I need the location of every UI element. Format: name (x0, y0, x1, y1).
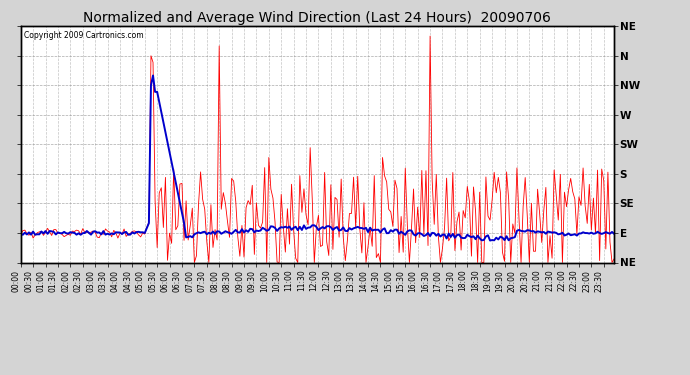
Text: 10:00: 10:00 (260, 270, 269, 292)
Text: 22:30: 22:30 (570, 270, 579, 291)
Text: 22:00: 22:00 (558, 270, 566, 291)
Text: 18:30: 18:30 (471, 270, 480, 291)
Text: 15:00: 15:00 (384, 270, 393, 292)
Text: 04:30: 04:30 (124, 270, 132, 292)
Text: 14:30: 14:30 (371, 270, 380, 292)
Text: 19:00: 19:00 (483, 270, 492, 292)
Text: 21:00: 21:00 (533, 270, 542, 291)
Text: 03:00: 03:00 (86, 270, 95, 292)
Text: 20:30: 20:30 (520, 270, 529, 292)
Text: 17:00: 17:00 (433, 270, 442, 292)
Text: Normalized and Average Wind Direction (Last 24 Hours)  20090706: Normalized and Average Wind Direction (L… (83, 11, 551, 25)
Text: 00:00: 00:00 (12, 270, 21, 292)
Text: 13:00: 13:00 (334, 270, 343, 292)
Text: 07:30: 07:30 (198, 270, 207, 292)
Text: 11:00: 11:00 (284, 270, 294, 291)
Text: 17:30: 17:30 (446, 270, 455, 292)
Text: 20:00: 20:00 (508, 270, 517, 292)
Text: 16:30: 16:30 (421, 270, 430, 292)
Text: 08:00: 08:00 (210, 270, 219, 292)
Text: 06:30: 06:30 (173, 270, 182, 292)
Text: 04:00: 04:00 (111, 270, 120, 292)
Text: 11:30: 11:30 (297, 270, 306, 291)
Text: 13:30: 13:30 (346, 270, 355, 292)
Text: 02:30: 02:30 (74, 270, 83, 292)
Text: 15:30: 15:30 (396, 270, 405, 292)
Text: 12:00: 12:00 (309, 270, 318, 291)
Text: Copyright 2009 Cartronics.com: Copyright 2009 Cartronics.com (23, 31, 144, 40)
Text: 05:30: 05:30 (148, 270, 157, 292)
Text: 23:30: 23:30 (595, 270, 604, 292)
Text: 03:30: 03:30 (99, 270, 108, 292)
Text: 01:00: 01:00 (37, 270, 46, 292)
Text: 06:00: 06:00 (161, 270, 170, 292)
Text: 12:30: 12:30 (322, 270, 331, 291)
Text: 09:00: 09:00 (235, 270, 244, 292)
Text: 16:00: 16:00 (408, 270, 417, 292)
Text: 21:30: 21:30 (545, 270, 554, 291)
Text: 09:30: 09:30 (248, 270, 257, 292)
Text: 01:30: 01:30 (49, 270, 58, 292)
Text: 10:30: 10:30 (273, 270, 282, 292)
Text: 00:30: 00:30 (24, 270, 33, 292)
Text: 14:00: 14:00 (359, 270, 368, 292)
Text: 19:30: 19:30 (495, 270, 504, 292)
Text: 07:00: 07:00 (186, 270, 195, 292)
Text: 08:30: 08:30 (223, 270, 232, 292)
Text: 23:00: 23:00 (582, 270, 591, 292)
Text: 02:00: 02:00 (61, 270, 70, 292)
Text: 18:00: 18:00 (458, 270, 467, 291)
Text: 05:00: 05:00 (136, 270, 145, 292)
